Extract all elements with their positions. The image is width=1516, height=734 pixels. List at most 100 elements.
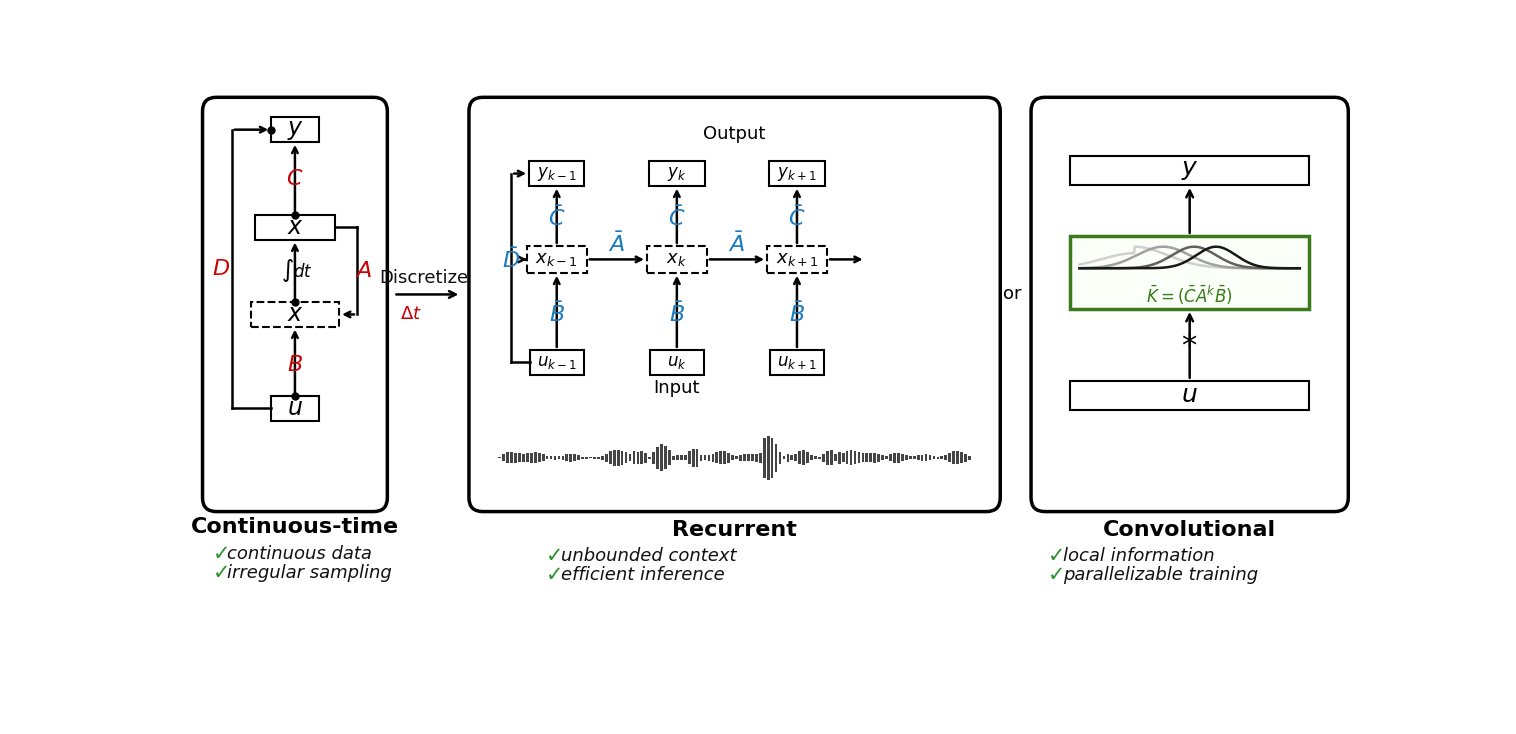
Bar [711,454,714,462]
Bar [650,350,703,374]
Bar [656,447,659,469]
Bar [775,444,778,472]
Bar [878,454,879,462]
Bar [893,453,896,462]
Bar [553,456,556,459]
Text: $\bar{B}$: $\bar{B}$ [669,302,685,326]
Bar [799,451,800,465]
Bar [708,455,711,460]
Bar [854,451,857,465]
Text: $\bar{A}$: $\bar{A}$ [729,232,746,256]
Bar [581,457,584,459]
Bar [810,455,813,460]
Bar [869,453,872,462]
Bar [802,450,805,465]
Text: $\bar{K} = (\bar{C}\bar{A}^k\bar{B})$: $\bar{K} = (\bar{C}\bar{A}^k\bar{B})$ [1146,283,1233,307]
Bar [703,455,706,460]
Bar [849,451,852,465]
Bar [573,454,576,461]
Bar [957,451,960,465]
Bar [649,457,650,459]
Bar [769,161,825,186]
Bar [637,451,640,464]
Text: $x_{k-1}$: $x_{k-1}$ [535,250,578,269]
Bar [782,456,785,459]
Bar [807,452,810,463]
Bar [917,455,920,460]
Bar [957,451,960,465]
Text: $u$: $u$ [1181,383,1198,407]
Bar [546,457,549,459]
Bar [649,457,650,459]
FancyBboxPatch shape [203,98,387,512]
Bar [735,457,738,459]
Bar [819,457,820,459]
Bar [913,457,916,459]
Text: $\bar{C}$: $\bar{C}$ [669,206,685,230]
Bar [538,453,541,462]
Bar [740,454,741,461]
Bar [605,454,608,462]
Text: parallelizable training: parallelizable training [1063,567,1258,584]
Text: $\bar{D}$: $\bar{D}$ [502,247,520,272]
Bar [767,436,770,480]
Bar [561,456,564,459]
Bar [819,457,820,459]
Bar [632,451,635,465]
Bar [605,454,608,462]
Bar [617,449,620,466]
Text: $y$: $y$ [1181,159,1199,183]
Bar [964,454,967,462]
Bar [669,451,672,465]
Bar [731,455,734,460]
Bar [688,451,691,464]
Bar [612,450,615,465]
Bar [760,453,761,462]
Text: $\Delta t$: $\Delta t$ [400,305,421,323]
Bar [514,452,517,463]
Bar [681,455,682,460]
Text: or: or [1002,286,1022,303]
Bar [787,454,790,462]
Bar [629,454,631,462]
Bar [829,451,832,465]
Bar [829,451,832,465]
Bar [625,452,628,463]
FancyBboxPatch shape [468,98,1001,512]
Bar [565,454,568,461]
Text: ✓: ✓ [546,546,564,566]
Text: local information: local information [1063,548,1214,565]
Text: $x$: $x$ [287,216,303,239]
Bar [597,457,600,459]
Bar [767,436,770,480]
Bar [841,453,844,462]
Bar [529,350,584,374]
Text: continuous data: continuous data [227,545,371,563]
Bar [625,452,628,463]
Bar [834,454,837,461]
Bar [522,454,525,462]
Text: $\int dt$: $\int dt$ [280,258,312,285]
Bar [612,450,615,465]
Text: $\dot{x}$: $\dot{x}$ [287,302,303,327]
Text: $A$: $A$ [355,261,371,281]
Text: $y_k$: $y_k$ [667,164,687,183]
Bar [271,117,318,142]
Bar [770,437,773,478]
Bar [747,454,750,462]
Bar [917,455,920,460]
Bar [644,453,647,462]
Bar [747,454,750,462]
Bar [905,455,908,460]
Bar [881,455,884,460]
Bar [632,451,635,465]
Bar [656,447,659,469]
Text: $y_{k-1}$: $y_{k-1}$ [537,164,576,183]
Text: Output: Output [703,126,766,143]
Bar [617,449,620,466]
Bar [779,451,781,464]
Bar [854,451,857,465]
Bar [750,454,753,461]
Bar [861,453,864,462]
Bar [681,455,682,460]
